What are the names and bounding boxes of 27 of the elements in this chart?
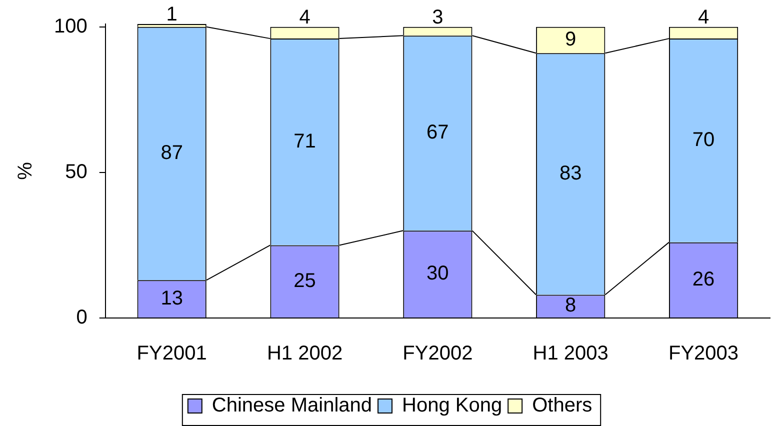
data-label: 8 xyxy=(565,294,576,317)
x-tick-label: FY2002 xyxy=(402,342,473,365)
data-label: 26 xyxy=(692,268,715,290)
data-label: 9 xyxy=(565,28,576,51)
x-tick-label: H1 2002 xyxy=(266,342,343,365)
y-tick-label: 50 xyxy=(65,160,88,183)
data-label: 67 xyxy=(426,122,449,144)
data-label: 30 xyxy=(426,262,449,285)
data-label: 3 xyxy=(432,6,444,28)
legend-label: Chinese Mainland xyxy=(212,394,372,417)
x-tick-label: FY2001 xyxy=(136,342,207,365)
legend-label: Others xyxy=(532,394,592,417)
data-label: 87 xyxy=(160,142,183,164)
data-label: 1 xyxy=(166,4,178,26)
x-tick-label: H1 2003 xyxy=(532,342,608,365)
x-tick-label: FY2003 xyxy=(668,342,739,365)
data-label: 70 xyxy=(692,128,715,151)
y-tick-label: 100 xyxy=(54,15,88,38)
data-label: 25 xyxy=(294,270,316,292)
data-label: 71 xyxy=(294,130,316,152)
data-label: 13 xyxy=(160,287,183,310)
legend-label: Hong Kong xyxy=(402,394,502,417)
data-label: 4 xyxy=(299,6,310,28)
data-label: 83 xyxy=(559,162,582,184)
y-axis-title: % xyxy=(14,162,37,180)
y-tick-label: 0 xyxy=(76,306,88,329)
data-label: 4 xyxy=(698,6,710,28)
